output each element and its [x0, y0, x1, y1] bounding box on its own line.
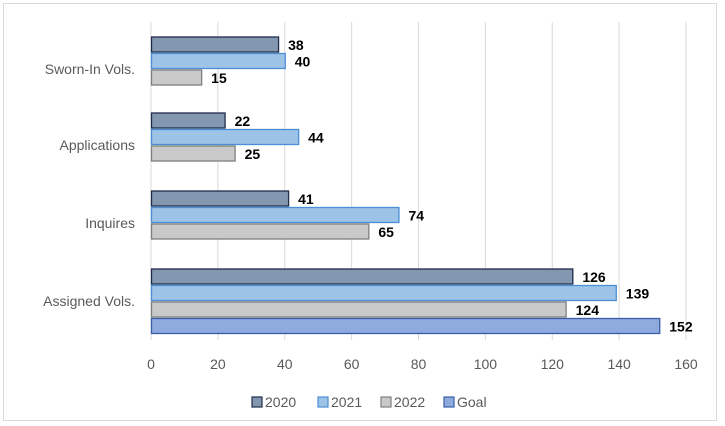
bars [150, 36, 661, 335]
data-label: 65 [378, 224, 394, 240]
legend-item-2020: 2020 [251, 394, 296, 410]
category-label: Applications [60, 137, 136, 153]
category-label: Inquires [85, 215, 135, 231]
x-tick-label: 0 [147, 356, 155, 372]
legend-swatch [251, 396, 263, 408]
legend-label: 2021 [331, 394, 362, 410]
legend: 2020 2021 2022 Goal [251, 394, 487, 410]
category-labels: Sworn-In Vols. Applications Inquires Assign… [43, 61, 135, 309]
bar-inquires-2021 [150, 206, 400, 224]
x-tick-label: 60 [344, 356, 360, 372]
data-label: 139 [626, 286, 650, 302]
data-label: 74 [408, 208, 424, 224]
bar-applications-2022 [150, 145, 236, 162]
bar-sworn-in-vols--2022 [150, 69, 203, 86]
x-tick-label: 160 [674, 356, 698, 372]
category-label: Sworn-In Vols. [45, 61, 135, 77]
bar-assigned-vols--goal [150, 317, 661, 335]
legend-swatch [443, 396, 455, 408]
bar-assigned-vols--2021 [150, 284, 617, 302]
legend-label: Goal [457, 394, 487, 410]
data-label: 40 [295, 54, 311, 70]
bar-sworn-in-vols--2020 [150, 36, 280, 53]
bar-inquires-2020 [150, 190, 290, 207]
bar-applications-2021 [150, 128, 300, 146]
x-tick-label: 120 [541, 356, 565, 372]
legend-item-2022: 2022 [380, 394, 425, 410]
category-label: Assigned Vols. [43, 293, 135, 309]
legend-item-2021: 2021 [317, 394, 362, 410]
legend-swatch [380, 396, 392, 408]
legend-label: 2022 [394, 394, 425, 410]
legend-label: 2020 [265, 394, 296, 410]
bar-assigned-vols--2022 [150, 301, 567, 318]
data-label: 126 [582, 269, 606, 285]
x-tick-label: 80 [411, 356, 427, 372]
data-label: 152 [669, 319, 693, 335]
bar-assigned-vols--2020 [150, 268, 574, 285]
data-label: 22 [235, 113, 251, 129]
data-label: 38 [288, 37, 304, 53]
x-tick-label: 40 [277, 356, 293, 372]
legend-item-goal: Goal [443, 394, 487, 410]
x-tick-label: 100 [474, 356, 498, 372]
bar-applications-2020 [150, 112, 226, 129]
bar-inquires-2022 [150, 223, 370, 240]
data-label: 44 [308, 130, 324, 146]
data-label: 124 [576, 302, 600, 318]
data-label: 25 [245, 146, 261, 162]
data-label: 15 [211, 70, 227, 86]
x-tick-label: 140 [607, 356, 631, 372]
x-tick-label: 20 [210, 356, 226, 372]
x-tick-labels: 0 20 40 60 80 100 120 140 160 [147, 356, 698, 372]
data-label: 41 [298, 191, 314, 207]
legend-swatch [317, 396, 329, 408]
bar-sworn-in-vols--2021 [150, 52, 286, 70]
